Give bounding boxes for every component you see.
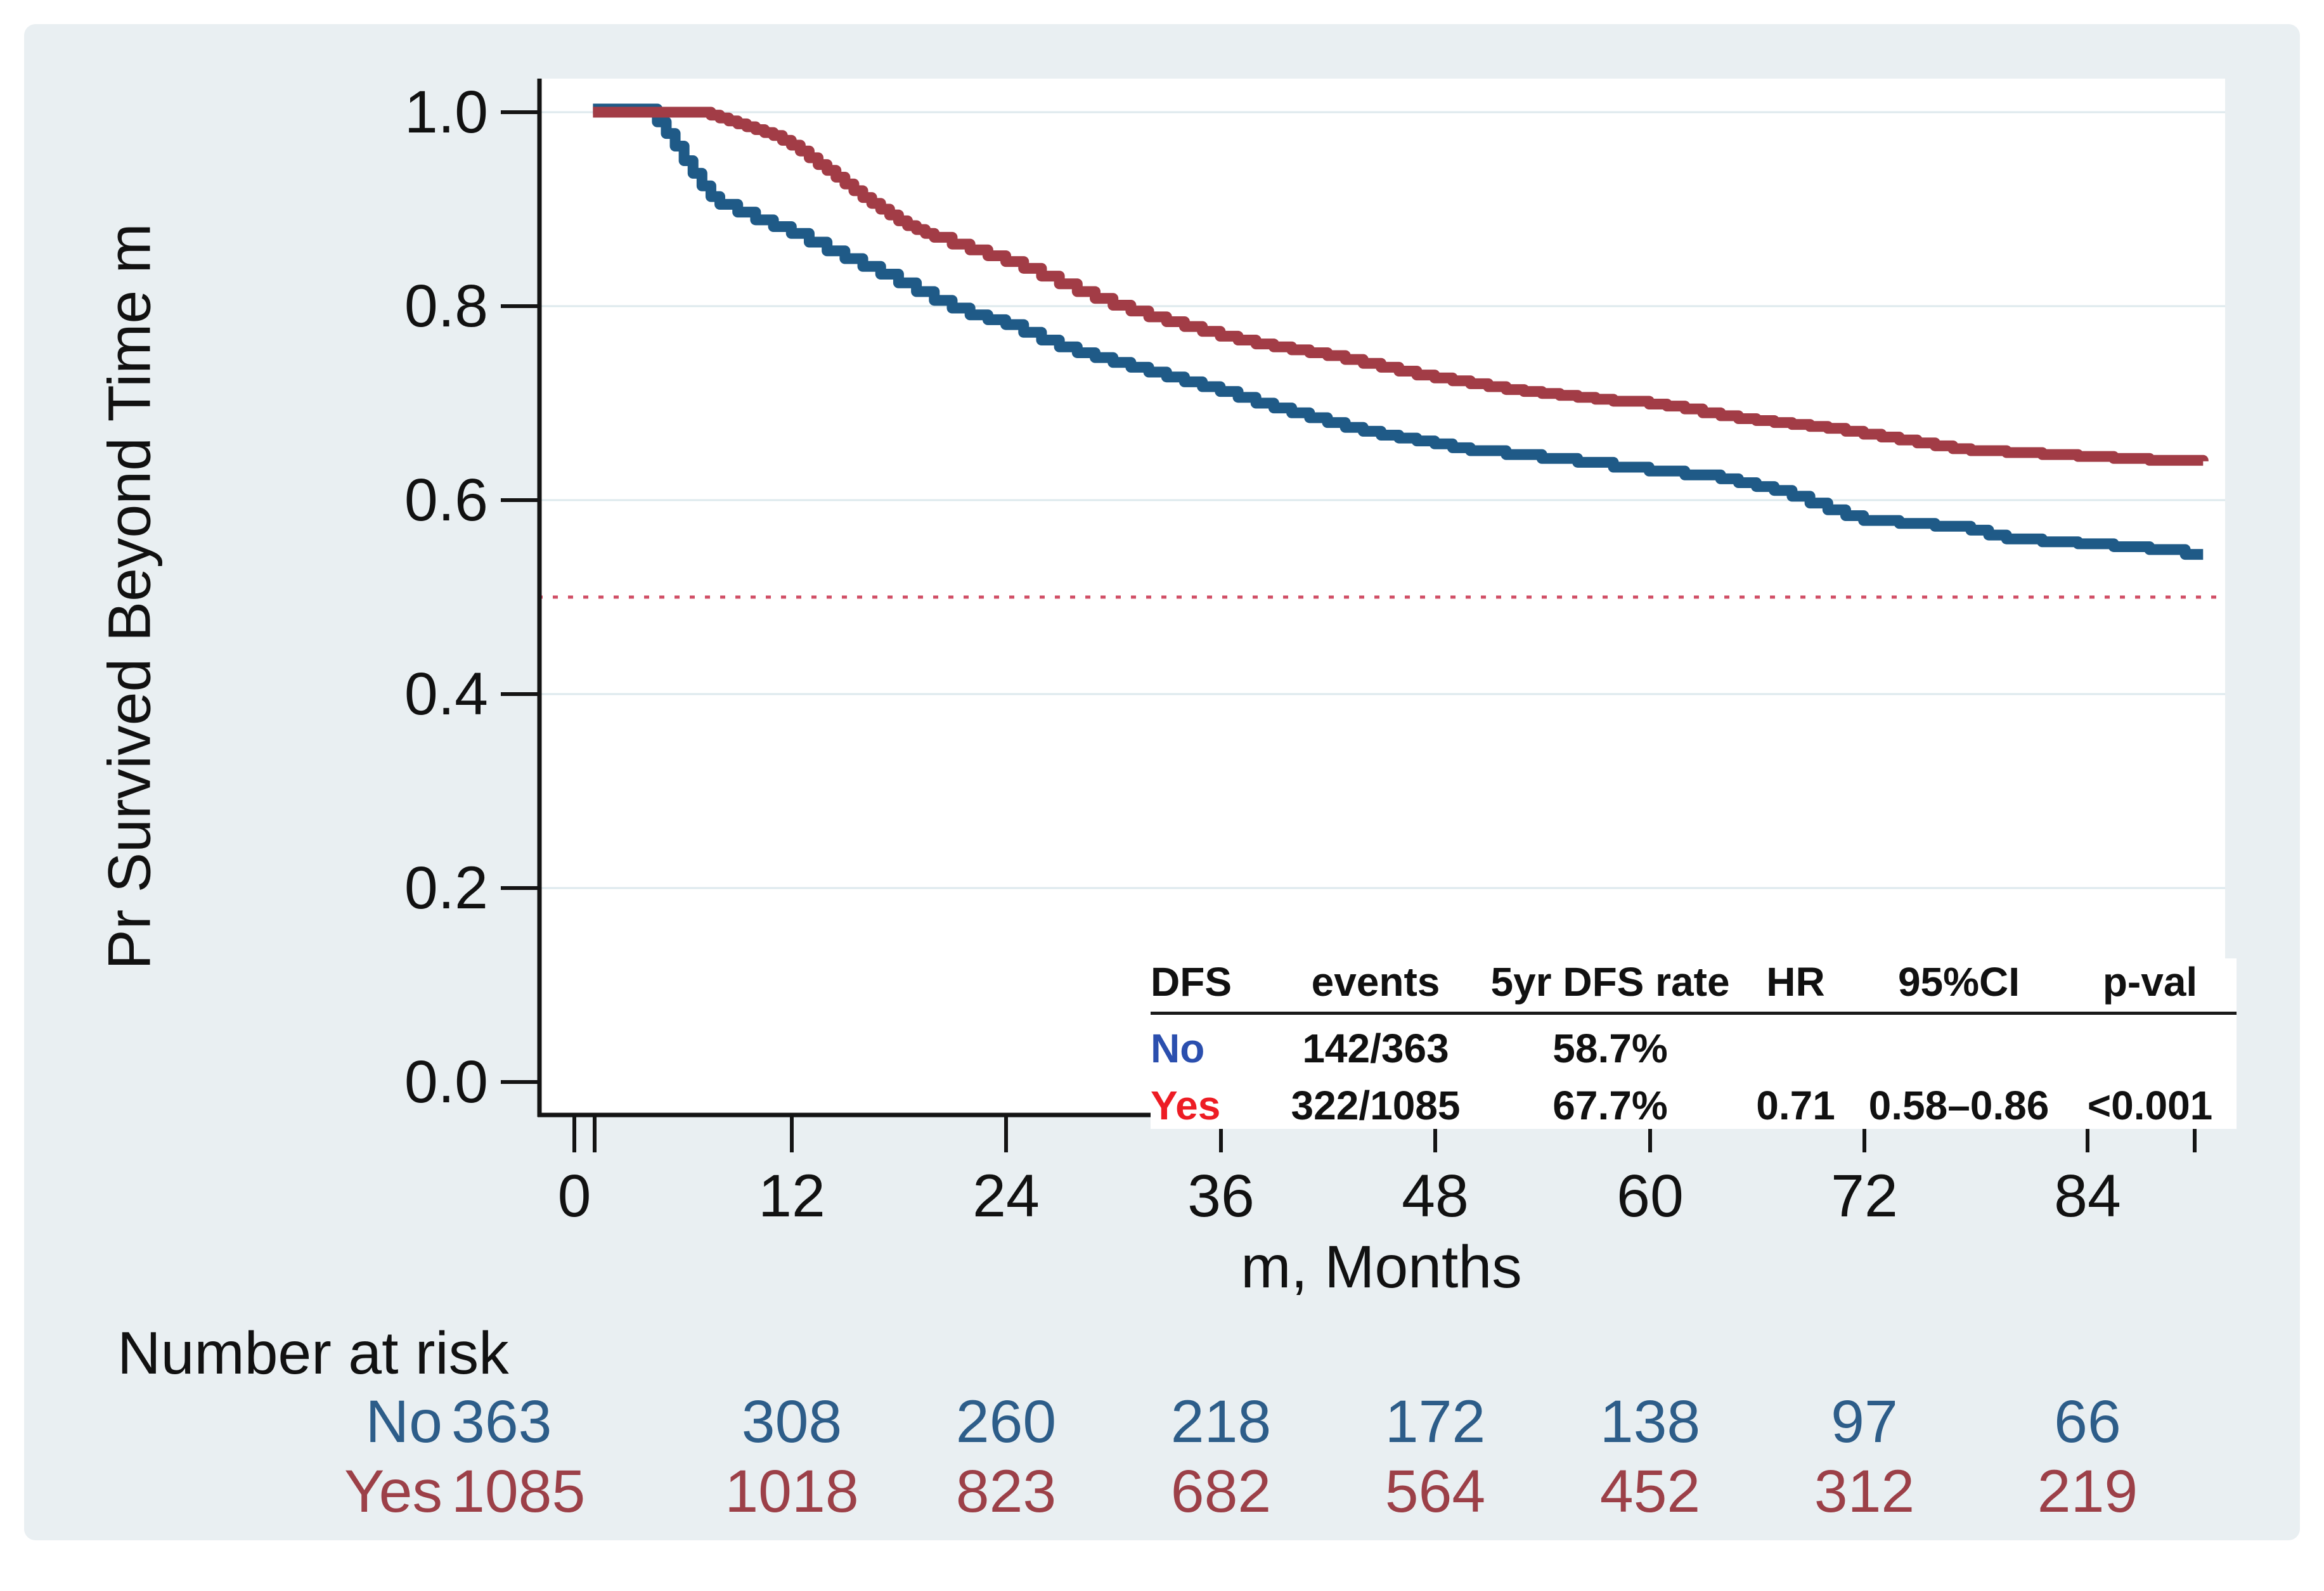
inset-cell-pval xyxy=(2063,1025,2237,1072)
risk-count: 452 xyxy=(1599,1458,1701,1525)
y-tick-label: 0.8 xyxy=(404,273,488,340)
y-axis-ticks xyxy=(501,110,538,1084)
risk-count: 97 xyxy=(1831,1388,1898,1455)
y-tick-label: 0.4 xyxy=(404,660,488,728)
risk-row-label: Yes xyxy=(344,1458,442,1525)
risk-count: 219 xyxy=(2037,1458,2138,1525)
risk-count: 823 xyxy=(955,1458,1057,1525)
x-tick-label: 72 xyxy=(1831,1163,1898,1230)
inset-cell-events: 142/363 xyxy=(1302,1026,1449,1071)
risk-count: 1085 xyxy=(451,1458,586,1525)
inset-row-yes: Yes 322/1085 67.7% 0.71 0.58–0.86 <0.001 xyxy=(1151,1082,2237,1129)
x-tick-label: 60 xyxy=(1617,1163,1684,1230)
risk-count: 308 xyxy=(741,1388,842,1455)
y-axis-title: Pr Survived Beyond Time m xyxy=(96,223,164,970)
inset-cell-ci xyxy=(1854,1025,2063,1072)
inset-cell-hr: 0.71 xyxy=(1756,1083,1835,1128)
km-curve-yes xyxy=(593,106,2209,466)
risk-count: 564 xyxy=(1385,1458,1486,1525)
inset-cell-pval: <0.001 xyxy=(2087,1083,2213,1128)
inset-header-dfs: DFS xyxy=(1151,959,1232,1005)
y-tick-label: 0.0 xyxy=(404,1048,488,1116)
risk-count: 312 xyxy=(1814,1458,1915,1525)
km-curve-no xyxy=(593,103,2204,560)
inset-header-ci: 95%CI xyxy=(1897,959,2020,1005)
risk-count: 363 xyxy=(451,1388,552,1455)
risk-count: 218 xyxy=(1170,1388,1272,1455)
x-tick-label: 24 xyxy=(972,1163,1040,1230)
x-axis-title: m, Months xyxy=(1241,1234,1522,1301)
x-tick-label: 36 xyxy=(1187,1163,1255,1230)
y-tick-label: 0.2 xyxy=(404,854,488,922)
inset-cell-events: 322/1085 xyxy=(1291,1083,1461,1128)
inset-row-label: No xyxy=(1151,1026,1205,1071)
inset-header-pval: p-val xyxy=(2102,959,2198,1005)
risk-count: 1018 xyxy=(725,1458,859,1525)
risk-count: 138 xyxy=(1599,1388,1701,1455)
gridlines xyxy=(538,111,2225,889)
inset-cell-ci: 0.58–0.86 xyxy=(1868,1083,2050,1128)
x-tick-label: 12 xyxy=(758,1163,825,1230)
risk-row-label: No xyxy=(365,1388,442,1455)
inset-header-row: DFS events 5yr DFS rate HR 95%CI p-val xyxy=(1151,958,2237,1015)
risk-table-title: Number at risk xyxy=(117,1320,509,1387)
y-tick-label: 1.0 xyxy=(404,79,488,146)
inset-row-label: Yes xyxy=(1151,1083,1221,1128)
inset-cell-rate: 58.7% xyxy=(1553,1026,1668,1071)
x-tick-label: 0 xyxy=(557,1163,591,1230)
risk-count: 260 xyxy=(955,1388,1057,1455)
inset-row-no: No 142/363 58.7% xyxy=(1151,1025,2237,1072)
x-tick-label: 84 xyxy=(2054,1163,2121,1230)
inset-header-rate: 5yr DFS rate xyxy=(1490,959,1730,1005)
risk-count: 172 xyxy=(1385,1388,1486,1455)
plot-area xyxy=(538,79,2225,1115)
km-curves xyxy=(593,103,2209,560)
inset-header-events: events xyxy=(1311,959,1440,1005)
risk-count: 66 xyxy=(2054,1388,2121,1455)
risk-count: 682 xyxy=(1170,1458,1272,1525)
inset-header-hr: HR xyxy=(1766,959,1825,1005)
x-tick-label: 48 xyxy=(1402,1163,1469,1230)
y-tick-label: 0.6 xyxy=(404,467,488,534)
inset-stats-table: DFS events 5yr DFS rate HR 95%CI p-val N… xyxy=(1151,958,2237,1129)
inset-cell-rate: 67.7% xyxy=(1553,1083,1668,1128)
inset-cell-hr xyxy=(1737,1025,1854,1072)
